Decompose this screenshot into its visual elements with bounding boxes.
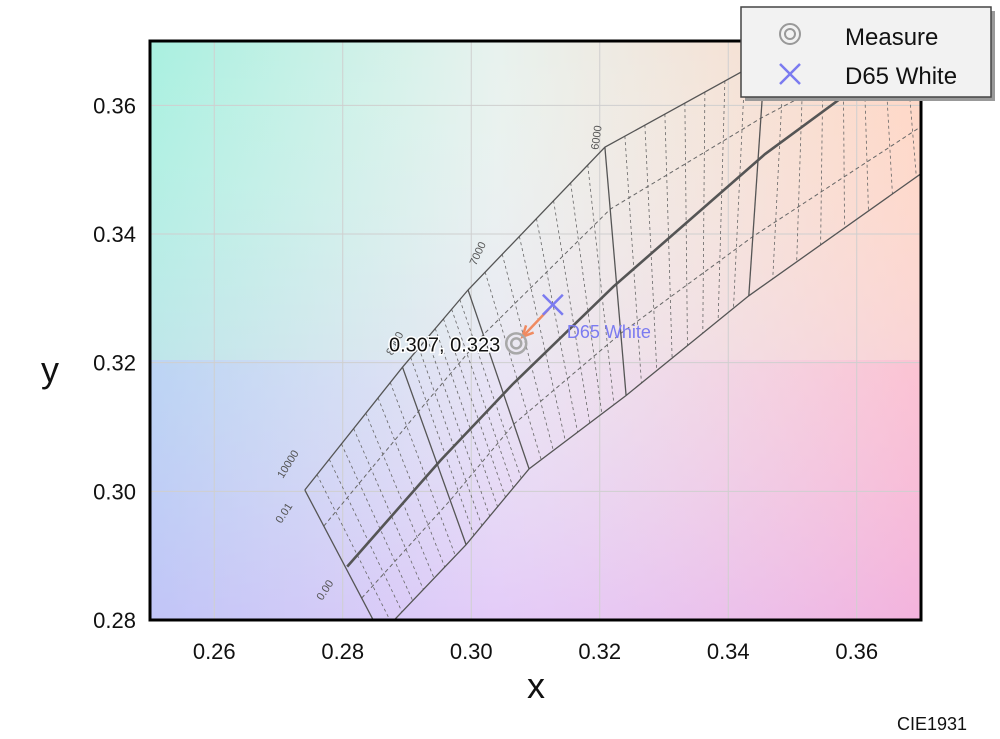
isotherm-dashed: [410, 357, 475, 536]
y-axis-label: y: [41, 349, 59, 390]
plot-background: [150, 41, 921, 620]
measure-marker: [504, 332, 528, 355]
legend-d65-label: D65 White: [845, 63, 957, 90]
y-tick-label: 0.34: [93, 222, 136, 247]
isotherm-dashed: [426, 338, 491, 517]
x-tick-label: 0.34: [707, 639, 750, 664]
isotherm-dashed: [587, 164, 615, 405]
x-tick-label: 0.30: [450, 639, 493, 664]
isotherm-dashed: [443, 318, 506, 498]
data-marks: D65 White 0.307, 0.323: [388, 293, 651, 358]
isotherm-dashed: [459, 299, 522, 479]
isotherm-dashed: [353, 428, 424, 590]
measure-label: 0.307, 0.323: [389, 334, 500, 356]
planckian-locus: [346, 81, 863, 568]
band-lower-boundary: [393, 172, 921, 620]
duv-offset-line: [323, 41, 909, 527]
isotherm-dashed: [842, 41, 845, 228]
legend-measure-label: Measure: [845, 24, 938, 51]
isotherm-dashed: [341, 443, 414, 601]
isotherm-dashed: [518, 236, 566, 442]
legend-measure-icon: [779, 23, 801, 45]
axis-ticks: 0.26 0.28 0.30 0.32 0.34 0.36 0.28 0.30 0.32 0.34…: [93, 93, 878, 664]
isotherm-dashed: [484, 272, 542, 460]
y-tick-label: 0.32: [93, 351, 136, 376]
iso-cct-line: [467, 289, 530, 470]
standard-label: CIE1931: [897, 714, 967, 734]
isotherm-dashed: [434, 328, 498, 507]
x-tick-label: 0.36: [835, 639, 878, 664]
x-tick-label: 0.28: [321, 639, 364, 664]
x-tick-label: 0.26: [193, 639, 236, 664]
isotherm-dashed: [451, 309, 514, 488]
isotherm-dashed: [328, 459, 403, 612]
isotherm-dashed: [570, 182, 603, 414]
isotherm-dashed: [536, 218, 578, 433]
duv-offset-line: [361, 125, 921, 599]
isotherm-dashed: [316, 474, 391, 620]
isotherm-dashed: [883, 41, 893, 194]
d65-marker: [541, 293, 564, 316]
isotherm-dashed: [377, 397, 446, 568]
isotherm-dashed: [820, 41, 824, 245]
y-tick-label: 0.30: [93, 479, 136, 504]
cct-label: 6000: [589, 125, 604, 151]
legend: Measure D65 White: [740, 6, 995, 101]
isotherm-dashed: [624, 136, 642, 384]
plot-frame: [148, 39, 923, 622]
legend-d65-icon: [779, 63, 801, 85]
iso-cct-line: [604, 147, 627, 396]
iso-cct-line: [304, 489, 374, 620]
isotherm-dashed: [553, 200, 591, 424]
isotherm-dashed: [702, 92, 706, 334]
d65-label: D65 White: [567, 322, 651, 342]
x-tick-label: 0.32: [578, 639, 621, 664]
isotherm-dashed: [644, 125, 658, 371]
isotherm-dashed: [664, 114, 673, 359]
y-tick-label: 0.28: [93, 608, 136, 633]
isotherm-dashed: [389, 382, 456, 557]
iso-cct-line: [401, 366, 467, 545]
isotherm-dashed: [733, 70, 746, 309]
isotherm-dashed: [501, 254, 554, 451]
y-tick-label: 0.36: [93, 93, 136, 118]
isotherm-dashed: [717, 81, 726, 321]
measure-marker: [509, 337, 523, 350]
isotherm-dashed: [418, 347, 483, 526]
x-axis-label: x: [527, 665, 545, 706]
